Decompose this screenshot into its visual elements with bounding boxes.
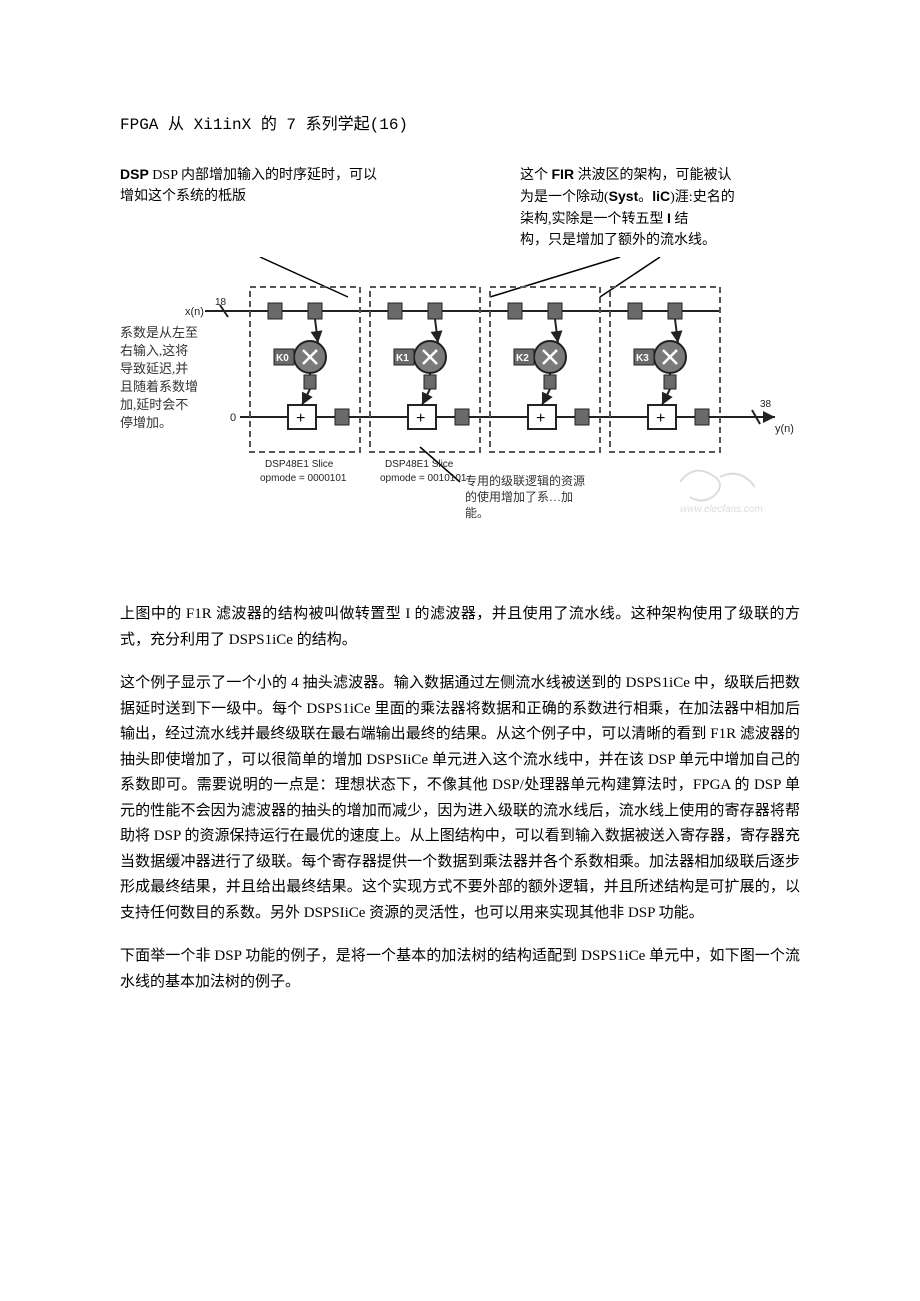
slice1-name: DSP48E1 Slice xyxy=(385,459,454,470)
annot-text: 柒构,实除是一个转五型 I 结 xyxy=(520,212,688,227)
cascade-reg xyxy=(575,409,589,425)
top-right-annotation: 这个 FIR 洪波区的架构，可能被认 为是一个除动(Syst。liC)涯:史名的… xyxy=(520,164,800,251)
svg-text:+: + xyxy=(416,410,425,427)
coef-label: K2 xyxy=(516,353,529,364)
pipeline-reg xyxy=(508,303,522,319)
coef-label: K0 xyxy=(276,353,289,364)
svg-text:加,延时会不: 加,延时会不 xyxy=(120,397,188,412)
bottom-annotation: 专用的级联逻辑的资源 的使用增加了系…加 能。 xyxy=(465,473,585,520)
slice0-name: DSP48E1 Slice xyxy=(265,459,334,470)
pipeline-reg xyxy=(628,303,642,319)
svg-text:www.elecfans.com: www.elecfans.com xyxy=(680,504,763,515)
document-page: FPGA 从 Xi1inX 的 7 系列学起(16) DSP DSP 内部增加输… xyxy=(0,0,920,1073)
coef-label: K3 xyxy=(636,353,649,364)
paragraph-3: 下面举一个非 DSP 功能的例子，是将一个基本的加法树的结构适配到 DSPS1i… xyxy=(120,944,800,995)
cascade-reg xyxy=(695,409,709,425)
top-annotation-row: DSP DSP 内部增加输入的时序延时，可以 增如这个系统的柢版 这个 FIR … xyxy=(120,164,800,251)
svg-text:的使用增加了系…加: 的使用增加了系…加 xyxy=(465,489,573,504)
paragraph-1: 上图中的 F1R 滤波器的结构被叫做转置型 I 的滤波器，并且使用了流水线。这种… xyxy=(120,602,800,653)
svg-text:停增加。: 停增加。 xyxy=(120,415,172,430)
annot-text: 增如这个系统的柢版 xyxy=(120,189,246,204)
top-left-annotation: DSP DSP 内部增加输入的时序延时，可以 增如这个系统的柢版 xyxy=(120,164,400,251)
svg-text:右输入,这将: 右输入,这将 xyxy=(120,343,188,358)
slice1-opmode: opmode = 0010101 xyxy=(380,473,467,484)
svg-text:能。: 能。 xyxy=(465,506,489,520)
zero-label: 0 xyxy=(230,412,236,424)
page-title: FPGA 从 Xi1inX 的 7 系列学起(16) xyxy=(120,110,800,134)
cascade-reg xyxy=(455,409,469,425)
body-text: 上图中的 F1R 滤波器的结构被叫做转置型 I 的滤波器，并且使用了流水线。这种… xyxy=(120,602,800,995)
cascade-reg xyxy=(335,409,349,425)
annot-text: DSP 内部增加输入的时序延时，可以 xyxy=(152,168,377,183)
annot-text: 这个 FIR 洪波区的架构，可能被认 xyxy=(520,168,732,183)
pipeline-reg xyxy=(308,303,322,319)
left-annotation: 系数是从左至 右输入,这将 导致延迟,并 且随着系数增 加,延时会不 停增加。 xyxy=(120,325,198,430)
pipeline-reg xyxy=(548,303,562,319)
pipeline-reg xyxy=(268,303,282,319)
slice0-opmode: opmode = 0000101 xyxy=(260,473,347,484)
svg-text:+: + xyxy=(536,410,545,427)
svg-text:专用的级联逻辑的资源: 专用的级联逻辑的资源 xyxy=(465,473,585,488)
svg-text:导致延迟,并: 导致延迟,并 xyxy=(120,361,188,376)
coef-label: K1 xyxy=(396,353,409,364)
pipeline-reg xyxy=(388,303,402,319)
svg-text:+: + xyxy=(656,410,665,427)
output-bits: 38 xyxy=(760,399,772,410)
svg-text:+: + xyxy=(296,410,305,427)
pipeline-reg xyxy=(668,303,682,319)
watermark: www.elecfans.com xyxy=(680,471,763,515)
annot-text: 构，只是增加了额外的流水线。 xyxy=(520,233,716,248)
output-label: y(n) xyxy=(775,423,794,435)
svg-text:且随着系数增: 且随着系数增 xyxy=(120,379,198,394)
annot-text: 为是一个除动(Syst。liC)涯:史名的 xyxy=(520,190,735,205)
fir-filter-diagram: x(n) 18 0 38 y(n) K0+K1+K2+K3+ 系数是从左至 右输… xyxy=(120,257,800,542)
input-label: x(n) xyxy=(185,306,204,318)
paragraph-2: 这个例子显示了一个小的 4 抽头滤波器。输入数据通过左侧流水线被送到的 DSPS… xyxy=(120,671,800,926)
svg-text:系数是从左至: 系数是从左至 xyxy=(120,325,198,340)
diagram-svg: x(n) 18 0 38 y(n) K0+K1+K2+K3+ 系数是从左至 右输… xyxy=(120,257,800,537)
pipeline-reg xyxy=(428,303,442,319)
